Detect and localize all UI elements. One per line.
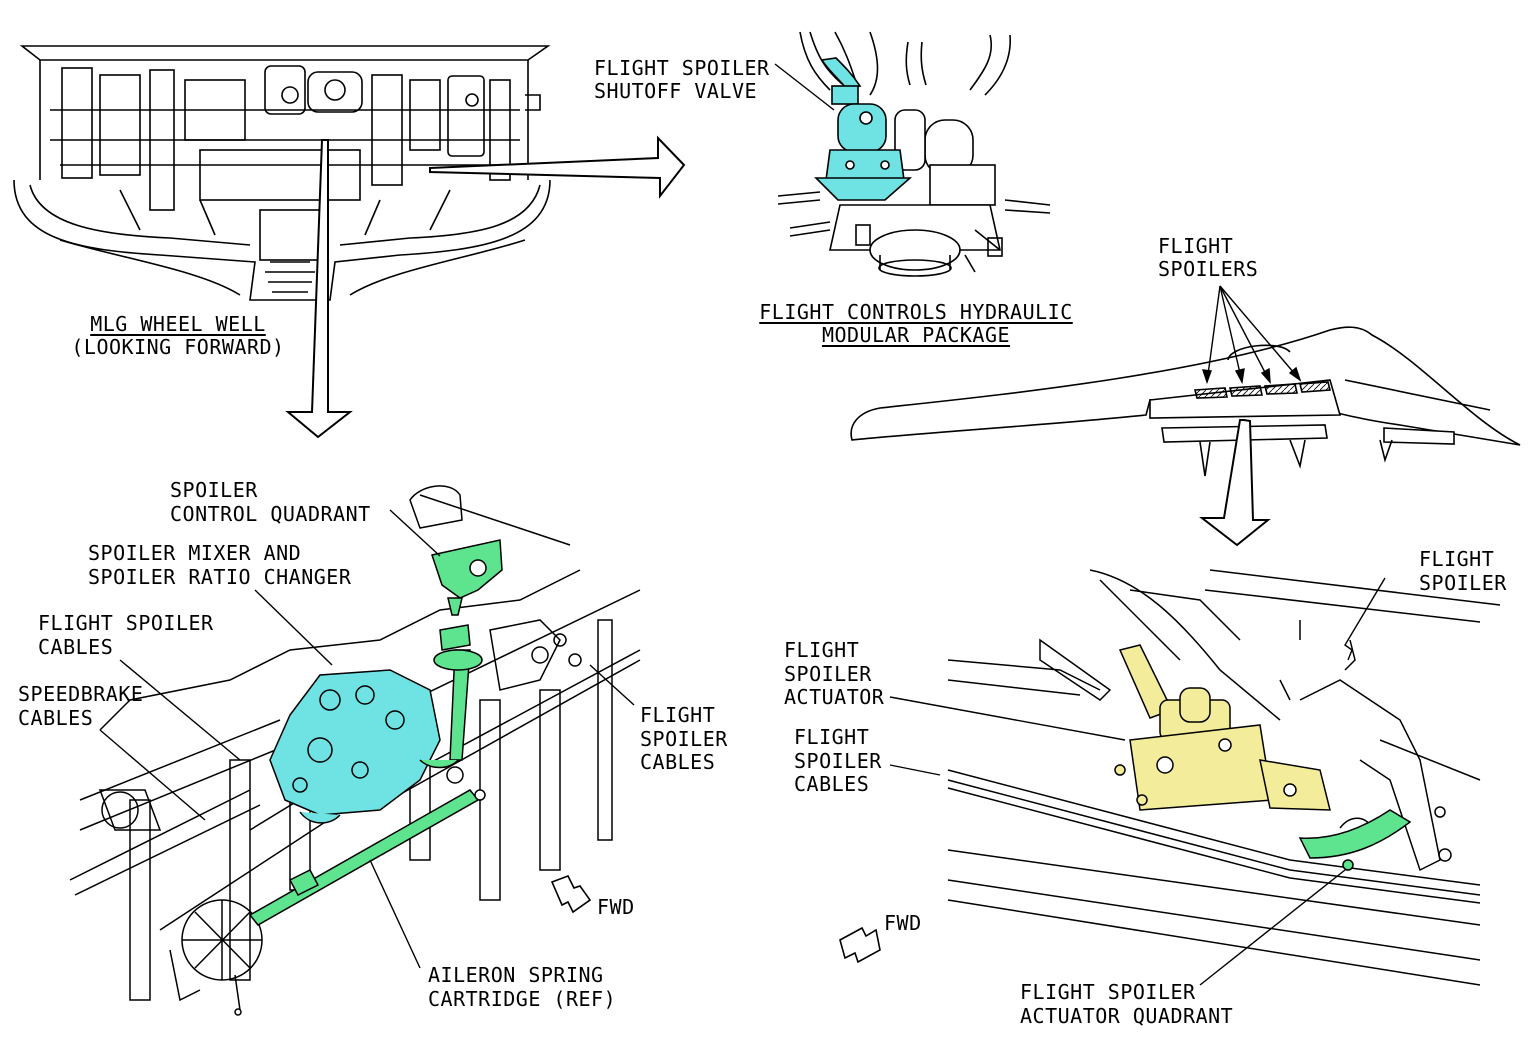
actuator-quadrant-label-line2: ACTUATOR QUADRANT: [1020, 1004, 1234, 1028]
flight-spoiler-cables-mid-label-line2: SPOILER: [640, 727, 728, 751]
arrow-to-spoiler-mechanism: [285, 139, 353, 439]
actuator-detail-structure: [947, 569, 1501, 986]
flight-spoiler-cables-left-label-line1: FLIGHT SPOILER: [38, 611, 214, 635]
spoiler-control-quadrant-label-line1: SPOILER: [170, 478, 258, 502]
flight-spoiler-actuator: [1114, 644, 1331, 811]
flight-spoiler-cables-right-label-line3: CABLES: [794, 772, 870, 796]
actuator-quadrant-label-line1: FLIGHT SPOILER: [1020, 980, 1196, 1004]
spoiler-mixer-ratio-changer: [269, 669, 441, 824]
flight-spoiler-actuator-label-line1: FLIGHT: [784, 638, 860, 662]
hydraulic-package-drawing: [777, 31, 1051, 277]
spoiler-control-quadrant: [431, 539, 503, 616]
actuator-detail-leaders: [889, 577, 1386, 986]
mlg-wheel-well-drawing: [13, 45, 551, 301]
flight-spoilers-leaders: [1201, 285, 1302, 385]
aileron-spring-label-line1: AILERON SPRING: [428, 963, 604, 987]
spoiler-control-quadrant-label-line2: CONTROL QUADRANT: [170, 502, 371, 526]
mlg-wheel-well-title: MLG WHEEL WELL: [90, 312, 266, 336]
speedbrake-cables-label-line1: SPEEDBRAKE: [18, 682, 144, 706]
shutoff-valve-leader: [774, 63, 835, 111]
flight-spoilers-label-line1: FLIGHT: [1158, 234, 1234, 258]
flight-spoiler-cables-right-label-line1: FLIGHT: [794, 725, 870, 749]
spoiler-mixer-label-line1: SPOILER MIXER AND: [88, 541, 302, 565]
hydraulic-package-title-line1: FLIGHT CONTROLS HYDRAULIC: [759, 300, 1073, 324]
mechanism-leaders: [99, 509, 635, 969]
shutoff-valve-label-line2: SHUTOFF VALVE: [594, 79, 758, 103]
wing-drawing: [850, 326, 1521, 477]
flight-spoiler-actuator-quadrant: [1298, 809, 1412, 871]
mlg-wheel-well-subtitle: (LOOKING FORWARD): [71, 335, 285, 359]
aileron-spring-label-line2: CARTRIDGE (REF): [428, 987, 617, 1011]
fwd-arrow-right: [839, 926, 881, 964]
arrow-to-hydraulic-package: [429, 135, 686, 199]
fwd-arrow-left: [550, 874, 592, 914]
flight-spoiler-label-line1: FLIGHT: [1419, 547, 1495, 571]
shutoff-valve-label-line1: FLIGHT SPOILER: [594, 56, 770, 80]
flight-spoiler-shutoff-valve: [814, 57, 913, 201]
arrow-to-actuator-detail: [1199, 419, 1271, 547]
flight-spoiler-actuator-label-line2: SPOILER: [784, 662, 872, 686]
fwd-label-right: FWD: [884, 911, 922, 935]
flight-spoiler-label-line2: SPOILER: [1419, 571, 1507, 595]
flight-spoiler-cables-mid-label-line3: CABLES: [640, 750, 716, 774]
flight-spoiler-actuator-label-line3: ACTUATOR: [784, 685, 885, 709]
flight-spoiler-cables-right-label-line2: SPOILER: [794, 749, 882, 773]
flight-spoiler-cables-mid-label-line1: FLIGHT: [640, 703, 716, 727]
flight-spoilers-label-line2: SPOILERS: [1158, 257, 1259, 281]
speedbrake-cables-label-line2: CABLES: [18, 706, 94, 730]
green-linkage: [248, 624, 486, 926]
flight-spoiler-cables-left-label-line2: CABLES: [38, 635, 114, 659]
fwd-label-left: FWD: [597, 895, 635, 919]
spoiler-mixer-label-line2: SPOILER RATIO CHANGER: [88, 565, 352, 589]
hydraulic-package-title-line2: MODULAR PACKAGE: [821, 323, 1011, 347]
